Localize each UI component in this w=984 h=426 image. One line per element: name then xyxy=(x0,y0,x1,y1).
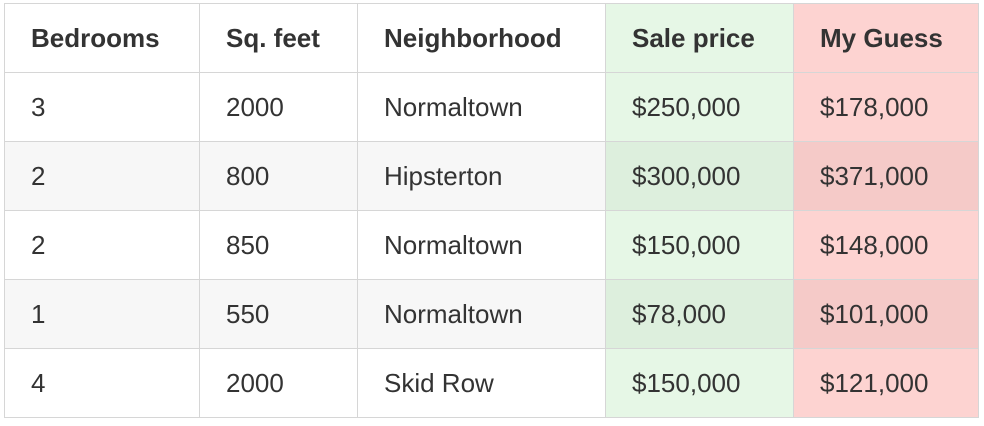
cell-bedrooms: 2 xyxy=(4,141,200,211)
cell-my-guess: $101,000 xyxy=(793,279,979,349)
cell-bedrooms: 2 xyxy=(4,210,200,280)
house-price-table-container: Bedrooms Sq. feet Neighborhood Sale pric… xyxy=(4,3,979,418)
cell-my-guess: $178,000 xyxy=(793,72,979,142)
cell-sale-price: $300,000 xyxy=(605,141,794,211)
table-row: 4 2000 Skid Row $150,000 $121,000 xyxy=(4,348,979,418)
cell-sq-feet: 550 xyxy=(199,279,358,349)
cell-my-guess: $371,000 xyxy=(793,141,979,211)
table-header-row: Bedrooms Sq. feet Neighborhood Sale pric… xyxy=(4,3,979,73)
cell-sq-feet: 2000 xyxy=(199,72,358,142)
table-row: 2 800 Hipsterton $300,000 $371,000 xyxy=(4,141,979,211)
cell-bedrooms: 3 xyxy=(4,72,200,142)
cell-sq-feet: 850 xyxy=(199,210,358,280)
cell-my-guess: $148,000 xyxy=(793,210,979,280)
header-bedrooms: Bedrooms xyxy=(4,3,200,73)
cell-my-guess: $121,000 xyxy=(793,348,979,418)
table-row: 2 850 Normaltown $150,000 $148,000 xyxy=(4,210,979,280)
header-neighborhood: Neighborhood xyxy=(357,3,606,73)
cell-sale-price: $150,000 xyxy=(605,348,794,418)
cell-bedrooms: 4 xyxy=(4,348,200,418)
cell-sq-feet: 2000 xyxy=(199,348,358,418)
cell-neighborhood: Normaltown xyxy=(357,72,606,142)
house-price-table: Bedrooms Sq. feet Neighborhood Sale pric… xyxy=(4,3,979,418)
cell-sale-price: $250,000 xyxy=(605,72,794,142)
cell-neighborhood: Normaltown xyxy=(357,210,606,280)
header-sale-price: Sale price xyxy=(605,3,794,73)
table-row: 1 550 Normaltown $78,000 $101,000 xyxy=(4,279,979,349)
cell-neighborhood: Normaltown xyxy=(357,279,606,349)
cell-sale-price: $150,000 xyxy=(605,210,794,280)
header-my-guess: My Guess xyxy=(793,3,979,73)
cell-bedrooms: 1 xyxy=(4,279,200,349)
table-row: 3 2000 Normaltown $250,000 $178,000 xyxy=(4,72,979,142)
cell-sale-price: $78,000 xyxy=(605,279,794,349)
header-sq-feet: Sq. feet xyxy=(199,3,358,73)
cell-neighborhood: Skid Row xyxy=(357,348,606,418)
cell-sq-feet: 800 xyxy=(199,141,358,211)
cell-neighborhood: Hipsterton xyxy=(357,141,606,211)
